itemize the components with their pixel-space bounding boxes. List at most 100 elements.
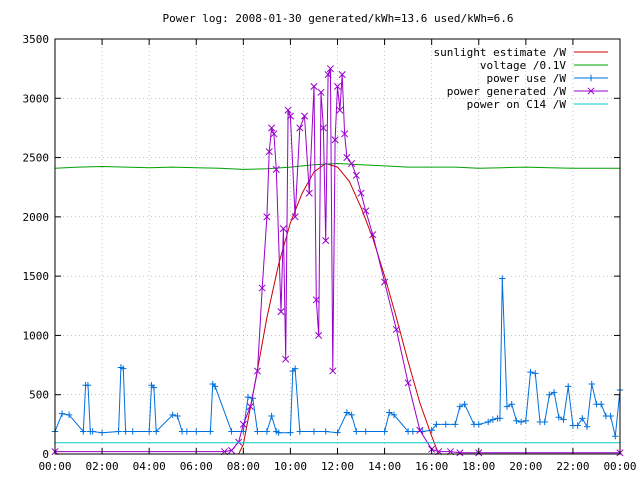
data-point	[268, 124, 276, 132]
data-point	[115, 428, 122, 435]
x-tick-label: 22:00	[556, 460, 589, 473]
data-point	[409, 428, 417, 435]
data-point	[120, 365, 127, 372]
data-point	[183, 428, 191, 435]
data-point	[174, 412, 181, 420]
data-point	[353, 428, 360, 435]
legend-label: power generated /W	[447, 85, 567, 98]
data-point	[291, 213, 299, 221]
legend-label: power use /W	[487, 72, 567, 85]
data-point	[583, 423, 591, 430]
data-point	[522, 417, 530, 424]
x-tick-label: 00:00	[38, 460, 71, 473]
data-point	[315, 331, 323, 339]
x-tick-label: 02:00	[86, 460, 119, 473]
data-point	[270, 130, 278, 138]
data-point	[541, 418, 548, 426]
data-point	[129, 428, 136, 435]
data-point	[263, 428, 271, 435]
data-point	[284, 106, 292, 114]
data-point	[258, 284, 266, 292]
data-point	[331, 136, 339, 144]
data-point	[489, 416, 497, 423]
data-point	[416, 426, 424, 434]
data-point	[352, 171, 360, 179]
data-point	[428, 427, 435, 434]
data-point	[513, 417, 520, 424]
data-point	[348, 411, 355, 419]
chart-title: Power log: 2008-01-30 generated/kWh=13.6…	[163, 12, 514, 25]
data-point	[300, 112, 309, 120]
series-1	[54, 162, 620, 170]
data-point	[244, 393, 252, 401]
data-point	[456, 449, 464, 457]
data-point	[386, 409, 393, 416]
legend-label: voltage /0.1V	[480, 59, 566, 72]
data-point	[319, 124, 327, 132]
data-point	[282, 355, 290, 363]
data-point	[499, 275, 506, 282]
x-tick-label: 12:00	[321, 460, 354, 473]
data-point	[390, 411, 398, 419]
series-line	[54, 162, 620, 170]
y-tick-label: 0	[42, 448, 49, 461]
legend-label: sunlight estimate /W	[434, 46, 567, 59]
series-2	[51, 275, 624, 440]
data-point	[254, 428, 261, 435]
data-point	[305, 189, 313, 197]
data-point	[58, 410, 66, 417]
data-point	[442, 421, 449, 428]
data-point	[329, 367, 337, 375]
y-tick-label: 1000	[23, 329, 50, 342]
data-point	[275, 429, 282, 436]
data-point	[326, 65, 334, 73]
data-point	[272, 165, 280, 173]
y-tick-label: 2000	[23, 211, 50, 224]
data-point	[65, 411, 73, 419]
series-line	[55, 68, 620, 454]
data-point	[456, 403, 464, 410]
data-point	[343, 409, 351, 416]
data-point	[527, 368, 534, 376]
data-point	[546, 391, 553, 398]
data-point	[84, 382, 92, 389]
data-point	[279, 225, 287, 233]
data-point	[89, 428, 96, 435]
y-tick-label: 2500	[23, 152, 50, 165]
x-tick-label: 04:00	[133, 460, 166, 473]
data-point	[338, 71, 346, 79]
data-point	[433, 421, 440, 428]
data-point	[287, 429, 294, 436]
data-point	[228, 428, 235, 435]
data-point	[296, 428, 304, 435]
data-point	[322, 428, 329, 435]
data-point	[343, 154, 351, 162]
data-point	[153, 428, 160, 435]
data-point	[310, 82, 318, 90]
data-point	[150, 384, 158, 391]
data-point	[211, 383, 219, 390]
data-point	[587, 74, 595, 82]
data-point	[317, 88, 325, 96]
data-point	[508, 401, 515, 408]
data-point	[550, 389, 558, 396]
data-point	[484, 418, 492, 426]
data-point	[461, 401, 468, 408]
data-point	[574, 422, 581, 429]
data-point	[452, 421, 459, 428]
data-point	[381, 428, 388, 435]
data-point	[277, 308, 285, 316]
y-tick-label: 3000	[23, 92, 50, 105]
data-point	[239, 420, 247, 428]
data-point	[80, 428, 87, 435]
x-tick-label: 06:00	[180, 460, 213, 473]
data-point	[193, 428, 200, 435]
x-tick-label: 00:00	[603, 460, 636, 473]
data-point	[145, 428, 153, 435]
data-point	[348, 159, 356, 168]
y-tick-label: 3500	[23, 33, 50, 46]
plot-area	[51, 65, 624, 457]
data-point	[341, 130, 349, 138]
data-point	[532, 370, 539, 377]
data-point	[357, 189, 365, 197]
